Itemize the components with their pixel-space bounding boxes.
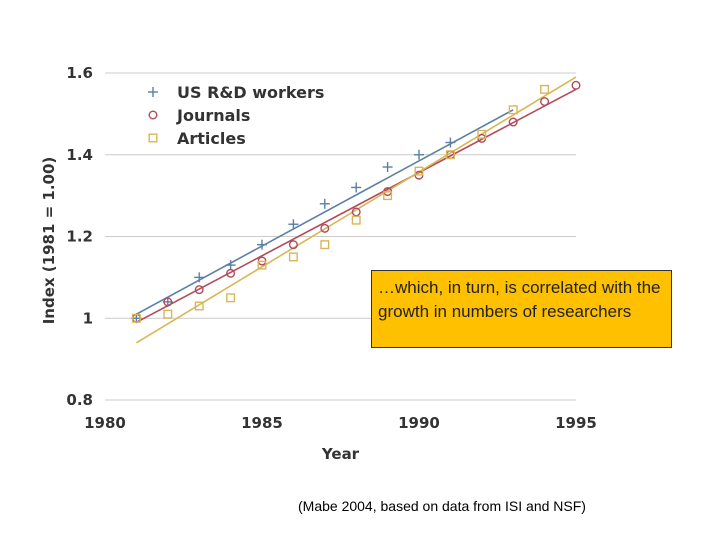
data-point [320, 240, 330, 250]
data-point [445, 137, 456, 148]
data-point [382, 162, 393, 173]
data-point [540, 97, 550, 107]
data-point [414, 166, 424, 176]
y-tick-label: 1.2 [66, 228, 93, 246]
data-point [131, 313, 141, 323]
data-point [351, 215, 361, 225]
x-axis-title: Year [321, 445, 360, 463]
y-tick-label: 1.4 [66, 146, 93, 164]
data-point [571, 80, 581, 90]
data-point [508, 117, 518, 127]
x-tick-label: 1985 [241, 414, 283, 432]
data-point [288, 240, 298, 250]
legend-label: Journals [176, 106, 250, 125]
x-tick-label: 1995 [555, 414, 597, 432]
legend-marker [148, 87, 158, 97]
gridlines [105, 72, 576, 401]
data-point [540, 84, 550, 94]
data-point [257, 260, 267, 270]
data-point [225, 260, 236, 271]
legend-marker [148, 110, 158, 120]
callout-text: …which, in turn, is correlated with the … [378, 278, 661, 321]
data-point [226, 293, 236, 303]
callout-box: …which, in turn, is correlated with the … [371, 270, 672, 348]
citation-text: (Mabe 2004, based on data from ISI and N… [298, 498, 586, 514]
data-point [288, 252, 298, 262]
data-markers [131, 80, 581, 324]
data-point [351, 182, 362, 193]
data-point [508, 105, 518, 115]
y-tick-label: 1.6 [66, 64, 93, 82]
trend-line [136, 88, 577, 324]
data-point [163, 297, 173, 307]
data-point [288, 219, 299, 230]
data-point [414, 149, 424, 160]
data-point [194, 272, 205, 283]
data-point [194, 285, 204, 295]
data-point [226, 268, 236, 278]
y-tick-label: 0.8 [66, 391, 93, 409]
data-point [194, 301, 204, 311]
x-tick-label: 1990 [398, 414, 440, 432]
legend-label: Articles [177, 129, 246, 148]
legend: US R&D workers Journals Articles [148, 83, 324, 148]
legend-marker [148, 133, 158, 143]
y-tick-label: 1 [83, 309, 93, 327]
tick-labels: 0.8 1 1.2 1.4 1.6 1980 1985 1990 1995 [66, 64, 596, 432]
data-point [383, 191, 393, 201]
data-point [445, 150, 455, 160]
x-tick-label: 1980 [84, 414, 126, 432]
data-point [320, 223, 330, 233]
data-point [319, 198, 330, 209]
y-axis-title: Index (1981 = 1.00) [40, 157, 58, 325]
legend-label: US R&D workers [177, 83, 324, 102]
data-point [257, 239, 267, 250]
data-point [477, 129, 487, 139]
trend-line [135, 76, 577, 344]
data-point [163, 309, 173, 319]
